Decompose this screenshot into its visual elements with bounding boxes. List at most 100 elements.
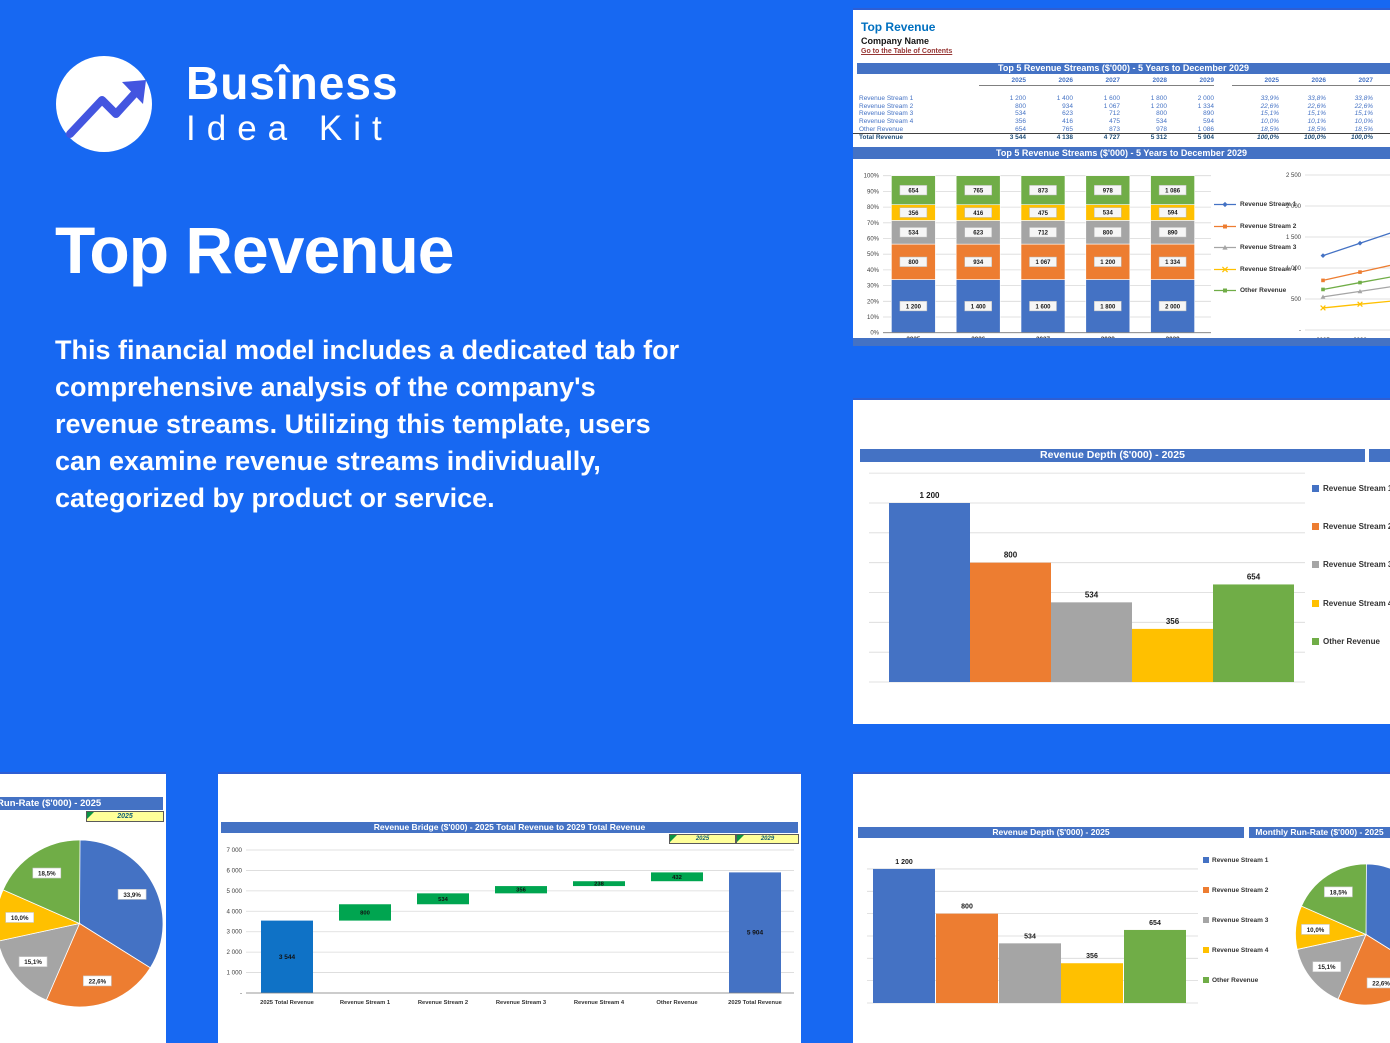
legend-item: Revenue Stream 4 — [1312, 584, 1390, 622]
svg-text:Revenue Stream 3: Revenue Stream 3 — [496, 1000, 547, 1006]
adjacent-header-fragment — [1369, 449, 1390, 462]
panel-top-revenue-sheet: Top Revenue Company Name Go to the Table… — [853, 8, 1390, 346]
svg-text:60%: 60% — [867, 237, 880, 243]
panel-revenue-bridge: Revenue Bridge ($'000) - 2025 Total Reve… — [218, 772, 801, 1043]
svg-text:3 544: 3 544 — [279, 954, 296, 961]
legend-swatch-icon — [1312, 484, 1319, 492]
legend-swatch-icon — [1203, 917, 1209, 923]
year-selector-dropdown[interactable]: 2025 — [86, 811, 164, 822]
legend-marker-icon — [1214, 245, 1236, 250]
run-rate-pie-chart: 33,9% 22,6% 15,1% 10,0% 18,5% — [0, 839, 164, 1008]
svg-text:2 000: 2 000 — [227, 949, 243, 956]
stacked-bar-chart: 0% 10% 20% 30% 40% 50% 60% 70% 80% 90% 100% 1 200 80… — [864, 174, 1211, 343]
chart-title-revenue-depth: Revenue Depth ($'000) - 2025 — [858, 827, 1244, 838]
legend-swatch-icon — [1203, 887, 1209, 893]
svg-text:654: 654 — [1149, 920, 1161, 927]
svg-text:1 200: 1 200 — [906, 304, 922, 310]
svg-text:Other Revenue: Other Revenue — [656, 1000, 698, 1006]
legend-item: Revenue Stream 3 — [1213, 237, 1296, 259]
svg-text:800: 800 — [360, 910, 370, 916]
section-header-charts: Top 5 Revenue Streams ($'000) - 5 Years … — [853, 147, 1390, 159]
svg-text:1 200: 1 200 — [895, 859, 913, 866]
svg-text:3 000: 3 000 — [227, 929, 243, 936]
svg-text:534: 534 — [1103, 211, 1114, 217]
legend-swatch-icon — [1312, 599, 1319, 607]
legend-item: Revenue Stream 2 — [1213, 216, 1296, 238]
svg-text:2 000: 2 000 — [1165, 304, 1181, 310]
svg-text:Revenue Stream 2: Revenue Stream 2 — [418, 1000, 468, 1006]
legend-item: Revenue Stream 2 — [1203, 875, 1268, 905]
svg-text:934: 934 — [973, 260, 984, 266]
next-section-header-partial — [853, 338, 1390, 346]
panel-run-rate-pie: Monthly Run-Rate ($'000) - 2025 2025 33,… — [0, 772, 166, 1043]
svg-text:-: - — [240, 990, 242, 997]
svg-text:594: 594 — [1168, 211, 1179, 217]
hero-description: This financial model includes a dedicate… — [55, 335, 680, 513]
from-year-selector-dropdown[interactable]: 2025 — [669, 834, 736, 844]
legend-item: Revenue Stream 2 — [1312, 507, 1390, 545]
svg-text:18,5%: 18,5% — [38, 870, 56, 877]
sheet-title: Top Revenue — [861, 20, 936, 34]
legend-item: Revenue Stream 3 — [1203, 905, 1268, 935]
legend-marker-icon — [1214, 288, 1236, 293]
legend-item: Other Revenue — [1312, 623, 1390, 661]
chart-title-text: Monthly Run-Rate ($'000) - 2025 — [0, 798, 102, 809]
brand-logo — [56, 56, 152, 152]
svg-text:1 800: 1 800 — [1100, 304, 1116, 310]
svg-text:15,1%: 15,1% — [1318, 964, 1336, 971]
svg-text:10,0%: 10,0% — [11, 915, 29, 922]
svg-text:654: 654 — [908, 188, 919, 194]
svg-text:1 200: 1 200 — [1100, 260, 1116, 266]
table-row: Revenue Stream 2 800 934 1 067 1 200 1 334 22,… — [859, 102, 1373, 110]
chart-title-run-rate: Monthly Run-Rate ($'000) - 2025 — [0, 797, 163, 810]
svg-text:534: 534 — [908, 230, 919, 236]
company-name: Company Name — [861, 36, 930, 46]
svg-text:416: 416 — [973, 211, 984, 217]
brand-name: Busîness Idea Kit — [186, 58, 399, 150]
svg-text:873: 873 — [1038, 188, 1049, 194]
svg-text:18,5%: 18,5% — [1330, 889, 1348, 896]
chart-title-revenue-bridge: Revenue Bridge ($'000) - 2025 Total Reve… — [221, 822, 798, 833]
brand-line2: Idea Kit — [186, 109, 393, 148]
svg-text:20%: 20% — [867, 299, 880, 305]
svg-text:800: 800 — [1004, 551, 1018, 560]
svg-text:978: 978 — [1103, 188, 1114, 194]
revenue-depth-bar-chart: 1 200 800 534 356 654 — [867, 859, 1198, 1004]
legend-item: Revenue Stream 1 — [1203, 845, 1268, 875]
waterfall-chart: - 1 000 2 000 3 000 4 000 5 000 6 000 7 000 3 54… — [227, 847, 794, 1006]
legend-item: Revenue Stream 1 — [1213, 194, 1296, 216]
svg-text:1 400: 1 400 — [971, 304, 987, 310]
svg-text:0%: 0% — [870, 331, 879, 337]
page-title: Top Revenue — [55, 213, 455, 287]
chart-legend: Revenue Stream 1 Revenue Stream 2 Revenue … — [1312, 469, 1390, 661]
legend-item: Other Revenue — [1203, 965, 1268, 995]
table-of-contents-link[interactable]: Go to the Table of Contents — [861, 48, 953, 55]
svg-text:2 000: 2 000 — [1286, 204, 1302, 210]
table-row: Revenue Stream 4 356 416 475 534 594 10,0% 10,1… — [859, 118, 1373, 126]
legend-swatch-icon — [1203, 977, 1209, 983]
svg-text:7 000: 7 000 — [227, 847, 243, 854]
legend-swatch-icon — [1203, 857, 1209, 863]
legend-swatch-icon — [1312, 523, 1319, 531]
svg-text:623: 623 — [973, 231, 984, 237]
panel-depth-and-run-rate: Revenue Depth ($'000) - 2025 Monthly Run… — [853, 772, 1390, 1043]
legend-item: Other Revenue — [1213, 280, 1296, 302]
svg-text:1 200: 1 200 — [919, 491, 940, 500]
svg-text:800: 800 — [1103, 230, 1114, 236]
svg-text:1 500: 1 500 — [1286, 235, 1302, 241]
table-row: Other Revenue 654 765 873 978 1 086 18,5% 18,5%… — [859, 125, 1373, 133]
svg-text:356: 356 — [516, 888, 526, 894]
svg-text:2 500: 2 500 — [1286, 173, 1302, 179]
svg-text:534: 534 — [438, 897, 448, 903]
svg-text:238: 238 — [594, 882, 604, 888]
legend-item: Revenue Stream 1 — [1312, 469, 1390, 507]
legend-marker-icon — [1214, 266, 1236, 273]
svg-text:1 067: 1 067 — [1035, 260, 1051, 266]
svg-text:4 000: 4 000 — [227, 908, 243, 915]
svg-text:2029 Total Revenue: 2029 Total Revenue — [728, 1000, 782, 1006]
to-year-selector-dropdown[interactable]: 2029 — [736, 834, 799, 844]
svg-text:500: 500 — [1291, 297, 1302, 303]
section-header-table: Top 5 Revenue Streams ($'000) - 5 Years … — [857, 63, 1390, 74]
svg-text:22,6%: 22,6% — [1372, 980, 1390, 987]
